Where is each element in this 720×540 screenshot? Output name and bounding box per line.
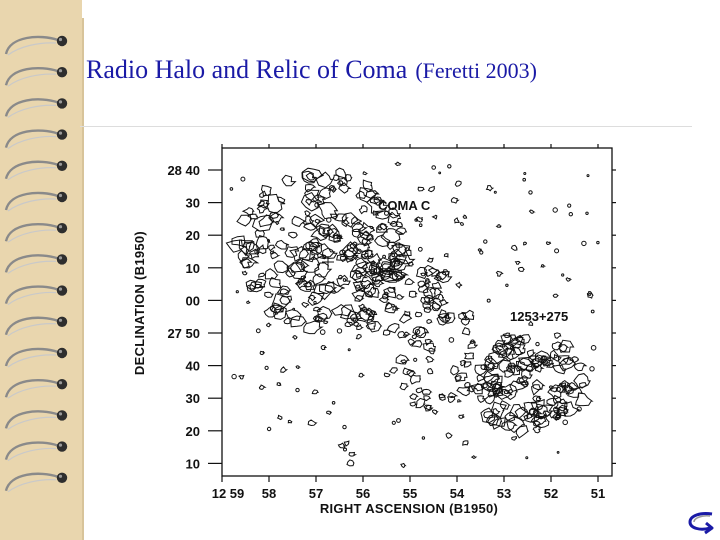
dec-tick-label: 28 40 [167,163,200,178]
ra-tick-label: 51 [591,486,605,501]
dec-tick-label: 30 [186,391,200,406]
dec-tick-labels: 28 40 30 20 10 00 27 50 40 30 20 10 [167,163,616,471]
dec-tick-label: 20 [186,228,200,243]
ra-tick-label: 54 [450,486,465,501]
dec-tick-label: 40 [186,359,200,374]
source-label-1253-275: 1253+275 [510,309,568,324]
return-arrow-icon[interactable] [684,508,716,536]
ra-axis-label: RIGHT ASCENSION (B1950) [320,501,498,516]
spiral-binding-rings-icon [4,35,68,493]
slide-title: Radio Halo and Relic of Coma [86,55,408,84]
dec-tick-label: 30 [186,196,200,211]
ra-tick-label: 52 [544,486,558,501]
ra-tick-labels: 12 59 58 57 56 55 54 53 52 51 [212,144,605,501]
contour-map [225,161,600,469]
ra-tick-label: 57 [309,486,323,501]
dec-tick-label: 20 [186,424,200,439]
dec-tick-label: 10 [186,261,200,276]
plot-frame [221,147,613,477]
slide-citation: (Feretti 2003) [415,58,537,83]
title-divider [80,126,692,127]
ra-tick-label: 56 [356,486,370,501]
source-label-coma-c: COMA C [378,198,431,213]
dec-axis-label: DECLINATION (B1950) [132,231,147,375]
slide-title-line: Radio Halo and Relic of Coma (Feretti 200… [86,50,537,91]
dec-tick-label: 00 [186,293,200,308]
ra-tick-label: 58 [262,486,276,501]
ra-tick-label: 55 [403,486,417,501]
ra-tick-label: 12 59 [212,486,245,501]
dec-tick-label: 10 [186,456,200,471]
dec-tick-label: 27 50 [167,326,200,341]
ra-tick-label: 53 [497,486,511,501]
binding-strip-edge [82,18,84,540]
